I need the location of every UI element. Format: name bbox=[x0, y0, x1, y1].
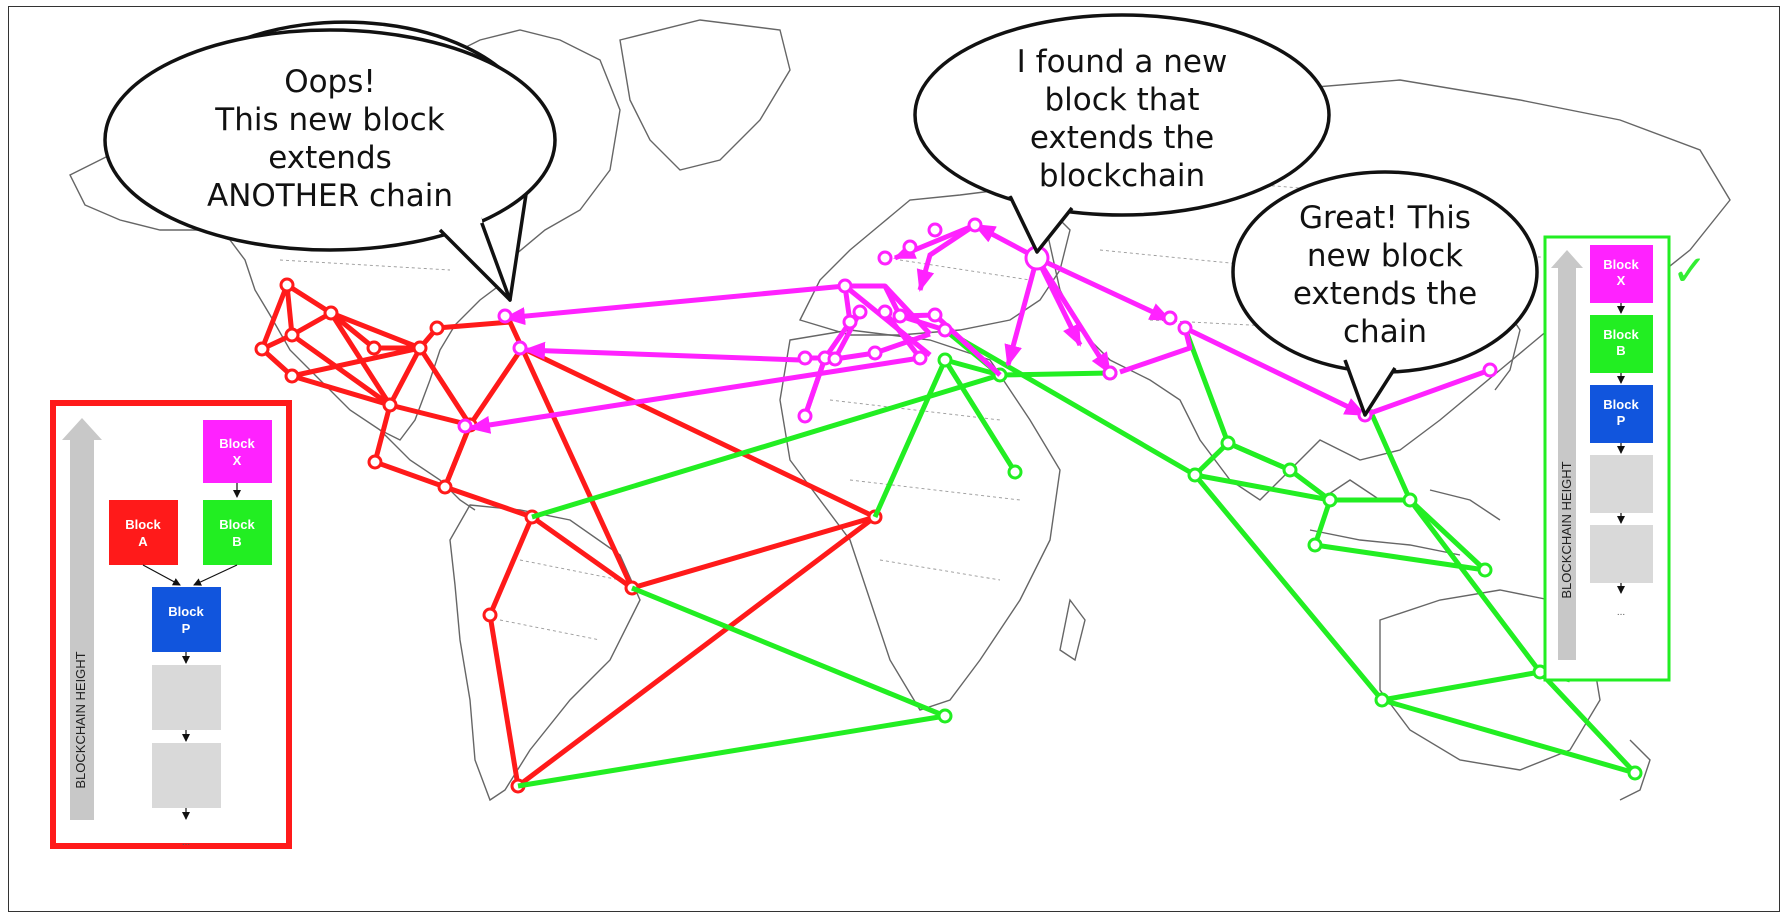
left-block-b-label-2: B bbox=[232, 534, 241, 549]
bubble-right-line-1: Great! This bbox=[1299, 200, 1471, 236]
world-map-outline bbox=[69, 19, 1731, 802]
new-zealand-landmass bbox=[1619, 739, 1651, 801]
central-america-landmass bbox=[379, 429, 476, 511]
bubble-left-line-2: This new block bbox=[214, 102, 444, 138]
bubble-center-line-1: I found a new bbox=[1017, 44, 1228, 80]
bubble-left-line-3: extends bbox=[268, 140, 392, 176]
left-block-a-label-2: A bbox=[138, 534, 148, 549]
right-chain-panel: BLOCKCHAIN HEIGHT Block X Block B Block … bbox=[1543, 235, 1707, 682]
bubble-center-line-4: blockchain bbox=[1039, 158, 1205, 194]
right-axis-label: BLOCKCHAIN HEIGHT bbox=[1559, 461, 1574, 598]
left-block-p-label-2: P bbox=[182, 621, 191, 636]
right-chain-ellipsis: ... bbox=[1617, 607, 1625, 618]
speech-bubble-left: Oops! This new block extends ANOTHER cha… bbox=[103, 20, 557, 302]
magenta-arrows bbox=[468, 222, 1491, 434]
speech-bubble-center: I found a new block that extends the blo… bbox=[913, 13, 1331, 254]
left-block-x-label-1: Block bbox=[219, 436, 255, 451]
left-block-b bbox=[203, 500, 272, 565]
africa-landmass bbox=[779, 329, 1061, 711]
bubble-center-line-2: block that bbox=[1044, 82, 1199, 118]
bubble-right-line-2: new block bbox=[1307, 238, 1463, 274]
right-height-axis-arrow bbox=[1551, 250, 1583, 660]
left-block-p-label-1: Block bbox=[168, 604, 204, 619]
right-block-x-label-2: X bbox=[1617, 273, 1626, 288]
right-block-x bbox=[1590, 245, 1653, 303]
left-block-a bbox=[109, 500, 178, 565]
left-block-empty-1 bbox=[152, 665, 221, 730]
left-block-a-label-1: Block bbox=[125, 517, 161, 532]
right-block-b-label-1: Block bbox=[1603, 327, 1639, 342]
left-axis-label: BLOCKCHAIN HEIGHT bbox=[73, 651, 88, 788]
green-nodes bbox=[937, 352, 1643, 781]
height-axis-arrow bbox=[62, 418, 102, 820]
magenta-nodes bbox=[457, 217, 1498, 434]
bubble-left-line-1: Oops! bbox=[284, 64, 376, 100]
australia-landmass bbox=[1379, 589, 1601, 771]
left-block-empty-2 bbox=[152, 743, 221, 808]
check-icon: ✓ bbox=[1672, 246, 1707, 295]
speech-bubble-right: Great! This new block extends the chain bbox=[1231, 170, 1539, 417]
madagascar-landmass bbox=[1059, 598, 1086, 662]
right-block-x-label-1: Block bbox=[1603, 257, 1639, 272]
left-block-b-label-1: Block bbox=[219, 517, 255, 532]
left-chain-panel: BLOCKCHAIN HEIGHT Block X Block A Block … bbox=[50, 400, 292, 849]
figure-frame bbox=[8, 6, 1780, 912]
left-chain-ellipsis: ... bbox=[182, 837, 190, 848]
left-block-p bbox=[152, 587, 221, 652]
right-block-empty-2 bbox=[1590, 525, 1653, 583]
bubble-right-line-3: extends the bbox=[1293, 276, 1477, 312]
right-block-p-label-1: Block bbox=[1603, 397, 1639, 412]
bubble-right-line-4: chain bbox=[1343, 314, 1427, 350]
right-block-b-label-2: B bbox=[1616, 343, 1625, 358]
right-block-empty-1 bbox=[1590, 455, 1653, 513]
right-block-p bbox=[1590, 385, 1653, 443]
right-block-p-label-2: P bbox=[1617, 413, 1626, 428]
left-chain-links bbox=[142, 483, 241, 820]
bubble-left-line-4: ANOTHER chain bbox=[207, 178, 453, 214]
asia-landmass bbox=[1039, 79, 1731, 501]
bubble-center-line-3: extends the bbox=[1030, 120, 1214, 156]
left-block-x-label-2: X bbox=[233, 453, 242, 468]
greenland-landmass bbox=[619, 19, 791, 171]
right-block-b bbox=[1590, 315, 1653, 373]
left-block-x bbox=[203, 420, 272, 483]
